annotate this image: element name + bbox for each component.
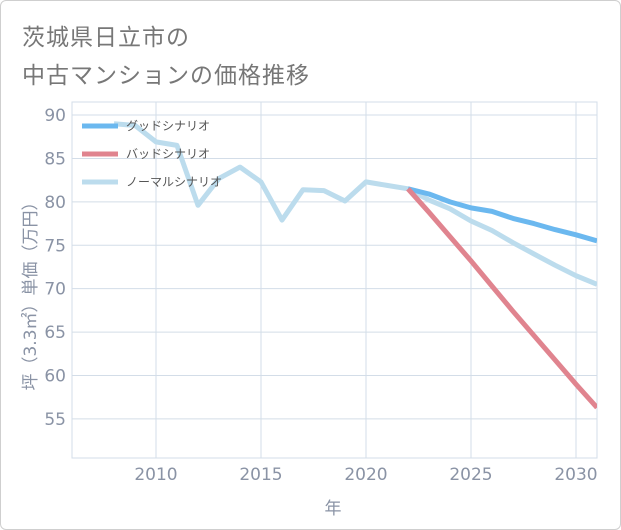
series-line-2: [113, 121, 597, 287]
y-tick-label: 55: [44, 410, 66, 430]
chart-title-line-2: 中古マンションの価格推移: [22, 63, 310, 89]
y-tick-label: 80: [44, 193, 66, 213]
series-line-1: [406, 187, 597, 410]
chart-gridlines: [71, 101, 598, 459]
y-tick-label: 90: [44, 106, 66, 126]
legend-label-1: バッドシナリオ: [126, 147, 210, 161]
y-tick-label: 75: [44, 236, 66, 256]
legend-label-2: ノーマルシナリオ: [126, 175, 222, 189]
legend-label-0: グッドシナリオ: [126, 119, 210, 133]
plot-area-border: [71, 101, 598, 459]
y-tick-label: 85: [44, 149, 66, 169]
x-tick-label: 2020: [344, 465, 387, 485]
x-tick-label: 2025: [449, 465, 492, 485]
y-tick-label: 65: [44, 323, 66, 343]
x-tick-label: 2030: [554, 465, 597, 485]
y-axis-ticks: 55 60 65 70 75 80 85 90: [44, 106, 66, 430]
chart-title-line-1: 茨城県日立市の: [22, 25, 190, 51]
x-tick-label: 2010: [134, 465, 177, 485]
y-tick-label: 60: [44, 367, 66, 387]
x-axis-title: 年: [325, 499, 342, 519]
y-tick-label: 70: [44, 280, 66, 300]
chart-series: [113, 121, 597, 410]
x-axis-ticks: 2010 2015 2020 2025 2030: [134, 465, 597, 485]
series-line-0: [407, 186, 597, 244]
y-axis-title: 坪（3.3㎡）単価（万円）: [21, 193, 41, 390]
x-tick-label: 2015: [239, 465, 282, 485]
